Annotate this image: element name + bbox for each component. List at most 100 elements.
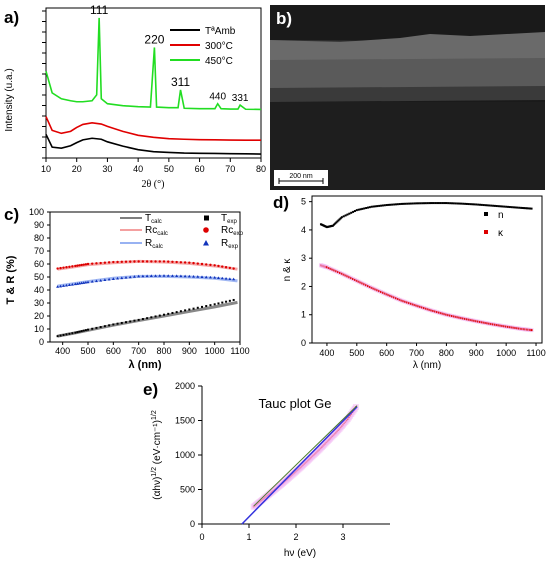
data-point-n <box>370 205 373 208</box>
legend-label: 300°C <box>205 41 233 52</box>
exp-point <box>188 261 191 264</box>
tauc-fit-line <box>241 406 358 525</box>
exp-point <box>213 276 217 279</box>
exp-point <box>228 277 232 280</box>
data-point-κ <box>530 329 533 332</box>
x-tick-label: 600 <box>379 348 394 358</box>
exp-point <box>196 306 199 309</box>
data-point-n <box>469 203 472 206</box>
exp-point <box>167 312 170 315</box>
exp-point <box>84 263 88 266</box>
exp-point <box>187 274 191 278</box>
exp-point <box>120 276 124 280</box>
legend-label: Rcexp <box>221 225 244 237</box>
data-point-n <box>415 202 418 205</box>
exp-point <box>103 278 107 282</box>
panel-d-ylabel: n & κ <box>282 258 293 282</box>
exp-point <box>205 305 208 308</box>
data-point-n <box>381 204 384 207</box>
exp-point <box>120 260 123 264</box>
data-point-n <box>458 202 461 205</box>
exp-point <box>163 313 165 316</box>
x-tick-label: 1100 <box>230 346 249 356</box>
exp-point <box>184 309 187 312</box>
data-point-n <box>376 205 379 208</box>
data-point-n <box>368 206 371 209</box>
y-tick-label: 3 <box>301 253 306 263</box>
xrd-line-300°C <box>45 116 261 142</box>
exp-point <box>95 326 98 329</box>
panel-e-ylabel: (αhν)1/2 (eV·cm⁻¹)1/2 <box>151 410 163 500</box>
exp-point <box>188 308 191 311</box>
data-point-n <box>348 212 351 215</box>
x-tick-label: 800 <box>439 348 454 358</box>
exp-point <box>68 265 71 269</box>
data-point-n <box>404 202 407 205</box>
panel-d-yticks: 0 1 2 3 4 5 <box>301 197 312 348</box>
x-tick-label: 700 <box>131 346 146 356</box>
panel-a-legend: TªAmb 300°C 450°C <box>170 26 236 67</box>
exp-point <box>154 274 158 277</box>
y-tick-label: 80 <box>34 233 44 243</box>
exp-point <box>78 330 81 333</box>
data-point-n <box>467 203 470 206</box>
exp-point <box>67 283 71 287</box>
data-point-n <box>443 202 446 205</box>
data-point-n <box>437 202 440 205</box>
data-point-n <box>334 222 337 225</box>
panel-a-ylabel: Intensity (u.a.) <box>4 68 15 131</box>
exp-point <box>192 274 196 278</box>
data-point-n <box>409 202 412 205</box>
x-tick-label: 900 <box>469 348 484 358</box>
data-point-n <box>367 206 370 209</box>
panel-a-label: a) <box>4 8 19 27</box>
x-tick-label: 70 <box>225 164 235 174</box>
exp-point <box>145 260 149 263</box>
data-point-n <box>518 206 521 209</box>
panel-a-frame <box>45 7 262 159</box>
exp-point <box>99 326 102 329</box>
panel-c-legend: Tcalc Texp Rccalc Rcexp Rcalc Rexp <box>120 213 244 250</box>
peak-label: 440 <box>209 92 226 103</box>
data-point-n <box>454 202 457 205</box>
exp-point <box>154 315 157 318</box>
data-point-n <box>473 203 476 206</box>
data-point-n <box>337 219 340 222</box>
panel-e-xlabel: hν (eV) <box>284 548 316 559</box>
panel-b-sem-image: b) 200 nm <box>270 5 545 190</box>
data-point-n <box>400 202 403 205</box>
exp-point <box>84 280 88 284</box>
legend-label: Rcalc <box>145 238 163 250</box>
exp-point <box>179 261 183 264</box>
data-point-n <box>441 202 444 205</box>
y-tick-label: 40 <box>34 285 44 295</box>
data-point-n <box>383 204 386 207</box>
exp-point <box>62 284 66 287</box>
x-tick-label: 500 <box>349 348 364 358</box>
panel-c-yticks: 0 10 20 30 40 50 60 70 80 90 100 <box>29 207 50 347</box>
data-point-n <box>439 202 442 205</box>
exp-point <box>228 299 231 302</box>
data-point-n <box>359 208 362 211</box>
exp-point <box>205 263 208 266</box>
exp-point <box>107 261 111 264</box>
data-point-n <box>426 202 429 205</box>
data-point-n <box>520 206 523 209</box>
exp-point <box>196 275 200 278</box>
y-tick-label: 10 <box>34 324 44 334</box>
data-point-n <box>503 205 506 208</box>
data-point-n <box>428 202 431 205</box>
data-point-n <box>499 205 502 208</box>
data-point-n <box>342 215 345 218</box>
data-point-n <box>346 213 349 216</box>
data-point-n <box>344 214 347 217</box>
data-point-n <box>492 204 495 207</box>
y-tick-label: 20 <box>34 311 44 321</box>
exp-point <box>76 264 79 267</box>
exp-point <box>141 274 145 278</box>
x-tick-label: 400 <box>55 346 70 356</box>
panel-a-peak-labels: 111 220 311 440 331 <box>90 3 249 104</box>
panel-c-series <box>56 259 238 338</box>
y-tick-label: 50 <box>34 272 44 282</box>
data-point-n <box>340 216 343 219</box>
